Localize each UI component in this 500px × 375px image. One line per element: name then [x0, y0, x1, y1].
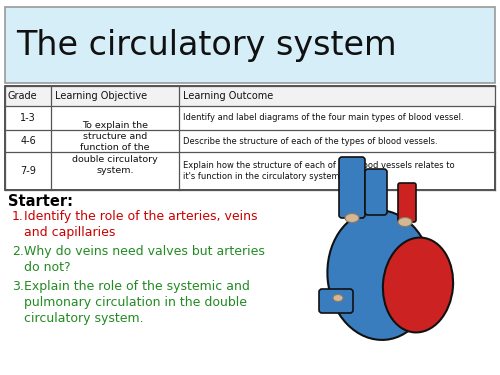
Text: 7-9: 7-9: [20, 166, 36, 176]
Text: Identify the role of the arteries, veins
and capillaries: Identify the role of the arteries, veins…: [24, 210, 258, 239]
Text: Describe the structure of each of the types of blood vessels.: Describe the structure of each of the ty…: [183, 136, 438, 146]
Text: 1-3: 1-3: [20, 113, 36, 123]
Text: To explain the
structure and
function of the
double circulatory
system.: To explain the structure and function of…: [72, 121, 158, 176]
Text: Starter:: Starter:: [8, 194, 73, 209]
Text: 1.: 1.: [12, 210, 24, 223]
Text: Learning Outcome: Learning Outcome: [183, 91, 273, 101]
Text: 3.: 3.: [12, 280, 24, 293]
Text: Identify and label diagrams of the four main types of blood vessel.: Identify and label diagrams of the four …: [183, 114, 464, 123]
Text: Explain how the structure of each of the blood vessels relates to
it's function : Explain how the structure of each of the…: [183, 161, 454, 181]
FancyBboxPatch shape: [398, 183, 416, 222]
Text: 2.: 2.: [12, 245, 24, 258]
Bar: [5, 7, 495, 83]
Ellipse shape: [333, 294, 343, 302]
Ellipse shape: [383, 238, 453, 332]
Text: The circulatory system: The circulatory system: [16, 28, 396, 62]
FancyBboxPatch shape: [339, 157, 365, 218]
Bar: [5, 86, 495, 106]
Text: 4-6: 4-6: [20, 136, 36, 146]
Bar: [5, 86, 495, 190]
Ellipse shape: [345, 213, 359, 222]
FancyBboxPatch shape: [319, 289, 353, 313]
Text: Grade: Grade: [8, 91, 38, 101]
Ellipse shape: [398, 217, 412, 226]
Text: Explain the role of the systemic and
pulmonary circulation in the double
circula: Explain the role of the systemic and pul…: [24, 280, 250, 325]
Text: Learning Objective: Learning Objective: [55, 91, 147, 101]
FancyBboxPatch shape: [365, 169, 387, 215]
Text: Why do veins need valves but arteries
do not?: Why do veins need valves but arteries do…: [24, 245, 265, 274]
Ellipse shape: [328, 210, 432, 340]
